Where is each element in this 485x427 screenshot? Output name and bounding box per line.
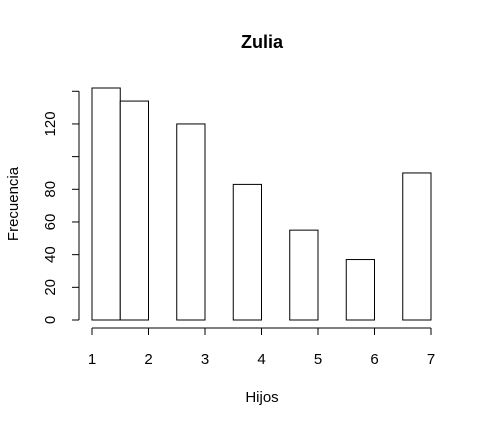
histogram-bar-7 bbox=[289, 229, 319, 321]
histogram-bar-5 bbox=[232, 183, 262, 321]
bars-group bbox=[91, 87, 432, 321]
x-tick-label: 3 bbox=[201, 351, 209, 368]
y-tick-label: 80 bbox=[42, 181, 59, 198]
y-tick-label: 40 bbox=[42, 246, 59, 263]
y-tick-label: 0 bbox=[42, 316, 59, 324]
y-axis-label: Frecuencia bbox=[5, 166, 22, 241]
histogram-bar-1 bbox=[119, 100, 149, 321]
x-axis: 1 2 3 4 5 6 7 bbox=[88, 327, 435, 368]
y-tick-label: 20 bbox=[42, 279, 59, 296]
x-tick-label: 2 bbox=[144, 351, 152, 368]
y-tick-label: 60 bbox=[42, 214, 59, 231]
histogram-bar-11 bbox=[402, 172, 432, 321]
x-axis-label: Hijos bbox=[245, 389, 278, 406]
x-tick-label: 1 bbox=[88, 351, 96, 368]
histogram-bar-0 bbox=[91, 87, 121, 321]
x-tick-label: 4 bbox=[257, 351, 265, 368]
y-tick-label: 120 bbox=[42, 111, 59, 136]
y-axis: 0 20 40 60 80 120 bbox=[42, 90, 80, 324]
chart-title: Zulia bbox=[241, 32, 284, 52]
x-tick-label: 5 bbox=[314, 351, 322, 368]
x-tick-label: 6 bbox=[370, 351, 378, 368]
histogram-bar-9 bbox=[345, 259, 375, 321]
x-tick-label: 7 bbox=[427, 351, 435, 368]
histogram-bar-3 bbox=[176, 123, 206, 321]
